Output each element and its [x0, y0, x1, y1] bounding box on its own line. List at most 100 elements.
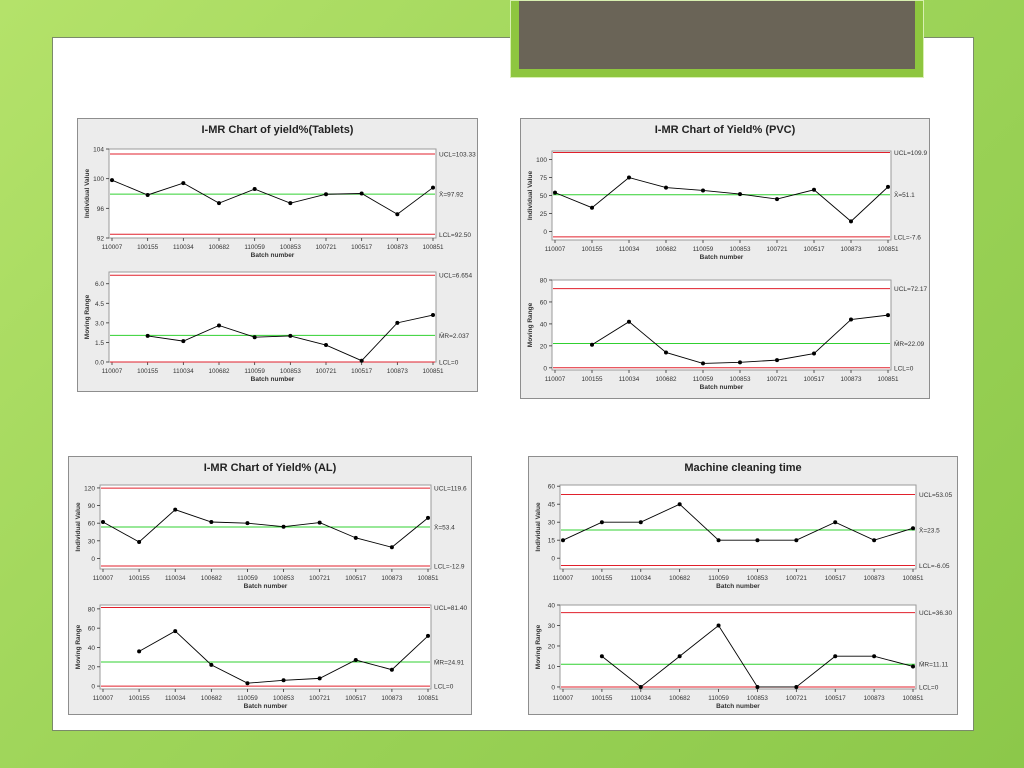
chart1-moving-range-data-point	[664, 350, 668, 355]
chart2-moving-range-data-point	[173, 629, 178, 634]
chart0-moving-range-data-point	[431, 313, 435, 318]
chart2-moving-range-x-tick-label: 100517	[345, 695, 367, 702]
chart2-moving-range-lcl-label: LCL=0	[434, 684, 454, 691]
chart3-moving-range-x-tick-label: 100517	[825, 695, 847, 702]
chart0-moving-range-data-point	[395, 320, 400, 325]
chart2-moving-range-y-tick-label: 60	[88, 626, 96, 633]
chart0-moving-range-ucl-label: UCL=6.654	[439, 273, 472, 280]
chart1-individual-x-tick-label: 100851	[877, 246, 899, 253]
chart1-moving-range-y-tick-label: 40	[540, 321, 548, 328]
chart3-moving-range-x-tick-label: 110007	[553, 695, 574, 702]
chart1-moving-range-data-point	[886, 313, 890, 318]
chart3-moving-range-data-point	[716, 623, 721, 628]
chart0-individual-data-point	[145, 192, 150, 197]
chart3-moving-range-data-point	[872, 654, 877, 659]
chart2-moving-range-x-tick-label: 100682	[201, 695, 223, 702]
chart3-moving-range-y-axis-label: Moving Range	[535, 624, 542, 669]
chart0-moving-range-x-tick-label: 100873	[387, 368, 409, 375]
chart3-moving-range-y-tick-label: 20	[548, 643, 556, 650]
chart0-individual-data-point	[217, 201, 221, 206]
chart1-moving-range-x-tick-label: 100517	[803, 376, 825, 383]
chart0-individual-data-point	[431, 185, 435, 190]
chart1-moving-range-y-tick-label: 0	[543, 365, 547, 372]
chart0-individual-x-tick-label: 100721	[315, 244, 337, 251]
chart2-moving-range-x-tick-label: 100851	[417, 695, 439, 702]
chart2-individual-x-tick-label: 100682	[201, 575, 223, 582]
chart2-individual-data-point	[353, 535, 358, 540]
chart1-moving-range-x-axis-label: Batch number	[700, 384, 744, 391]
chart1-moving-range-x-tick-label: 110007	[545, 376, 566, 383]
chart0-individual-x-tick-label: 110059	[244, 244, 265, 251]
chart3-individual-lcl-label: LCL=-6.05	[919, 563, 950, 570]
chart0-moving-range-x-tick-label: 100682	[208, 368, 230, 375]
chart1-moving-range-y-tick-label: 60	[540, 299, 548, 306]
chart3-individual-x-tick-label: 100873	[864, 575, 886, 582]
chart3-individual-ucl-label: UCL=53.05	[919, 492, 952, 499]
chart2-moving-range-data-point	[137, 649, 142, 654]
chart0-individual-x-tick-label: 100851	[422, 244, 444, 251]
chart1-individual-x-tick-label: 100721	[766, 246, 788, 253]
chart2-individual-x-tick-label: 110059	[237, 575, 258, 582]
chart3-moving-range-x-tick-label: 100873	[864, 695, 886, 702]
chart0-moving-range-y-tick-label: 0.0	[95, 360, 104, 367]
chart1-individual-data-point	[664, 185, 668, 190]
chart2-individual-x-tick-label: 100873	[381, 575, 403, 582]
chart2-individual-x-tick-label: 110034	[165, 575, 186, 582]
chart1-individual-y-axis-label: Individual Value	[527, 171, 534, 221]
chart1-individual-x-tick-label: 100155	[581, 246, 603, 253]
chart-title: Machine cleaning time	[684, 462, 802, 474]
chart0-moving-range-data-point	[288, 333, 293, 338]
chart2-individual-x-tick-label: 100517	[345, 575, 367, 582]
chart3-individual-data-point	[833, 520, 838, 525]
chart0-moving-range-data-point	[217, 323, 221, 328]
chart0-moving-range-x-tick-label: 110059	[244, 368, 265, 375]
chart-panel-machine-cleaning: Machine cleaning time 0 15 30 45 60 Individua…	[528, 456, 958, 715]
chart1-individual-x-tick-label: 110007	[545, 246, 566, 253]
chart1-moving-range-y-tick-label: 20	[540, 343, 548, 350]
chart3-individual-plot-area	[559, 484, 917, 570]
chart1-individual-data-point	[701, 188, 705, 193]
chart2-individual-data-point	[101, 520, 105, 525]
chart3-moving-range-y-tick-label: 40	[548, 603, 556, 610]
slide-title-placeholder	[519, 1, 915, 69]
chart1-individual-data-point	[627, 175, 631, 180]
chart0-moving-range-y-tick-label: 6.0	[95, 281, 104, 288]
chart2-individual-y-tick-label: 120	[84, 485, 95, 492]
chart1-individual-x-axis-label: Batch number	[700, 254, 744, 261]
chart0-individual-data-point	[181, 181, 186, 186]
chart2-moving-range-y-tick-label: 40	[88, 645, 96, 652]
chart3-moving-range-y-tick-label: 30	[548, 623, 556, 630]
chart3-individual-y-tick-label: 30	[548, 520, 556, 527]
chart0-moving-range-x-tick-label: 110034	[173, 368, 194, 375]
chart0-individual-data-point	[324, 192, 328, 197]
chart1-individual-data-point	[590, 205, 594, 210]
chart2-moving-range-data-point	[245, 681, 250, 686]
chart1-individual-y-tick-label: 50	[540, 193, 548, 200]
chart0-moving-range-y-tick-label: 3.0	[95, 320, 104, 327]
chart2-moving-range-x-tick-label: 100721	[309, 695, 331, 702]
chart1-moving-range-y-tick-label: 80	[540, 278, 548, 285]
chart2-moving-range-data-point	[426, 633, 430, 638]
chart0-individual-x-tick-label: 100155	[137, 244, 159, 251]
chart1-moving-range-center-label: M̄R=22.09	[894, 340, 925, 348]
chart2-individual-data-point	[281, 524, 286, 529]
chart3-moving-range-data-point	[677, 654, 682, 659]
chart1-moving-range-x-tick-label: 100853	[729, 376, 751, 383]
chart0-moving-range-y-tick-label: 1.5	[95, 340, 104, 347]
chart3-individual-data-point	[872, 538, 877, 543]
chart0-moving-range-data-point	[359, 358, 364, 363]
chart0-individual-data-point	[252, 187, 257, 192]
chart1-individual-data-point	[775, 197, 779, 202]
chart1-moving-range-x-tick-label: 100873	[840, 376, 862, 383]
chart1-individual-x-tick-label: 100873	[840, 246, 862, 253]
chart3-individual-x-tick-label: 100721	[786, 575, 808, 582]
chart2-individual-data-point	[209, 520, 214, 525]
chart2-individual-x-tick-label: 110007	[93, 575, 114, 582]
chart1-moving-range-plot-area	[551, 279, 892, 371]
chart1-individual-ucl-label: UCL=109.9	[894, 150, 927, 157]
chart3-individual-x-tick-label: 100853	[747, 575, 769, 582]
chart2-moving-range-x-tick-label: 100155	[129, 695, 151, 702]
chart3-moving-range-x-tick-label: 100155	[591, 695, 613, 702]
chart1-individual-center-label: X̄=51.1	[894, 191, 915, 199]
chart3-individual-data-point	[561, 538, 565, 543]
